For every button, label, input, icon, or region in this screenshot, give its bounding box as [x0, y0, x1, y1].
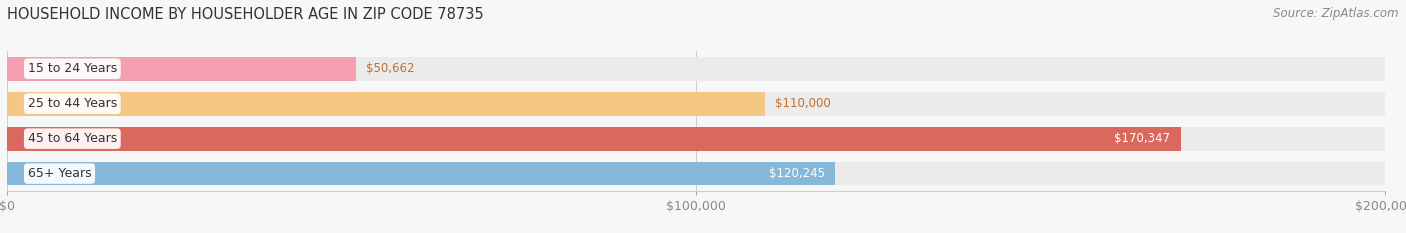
- Bar: [7, 127, 1385, 151]
- Text: $120,245: $120,245: [769, 167, 825, 180]
- Bar: [7, 162, 1385, 185]
- Text: 45 to 64 Years: 45 to 64 Years: [28, 132, 117, 145]
- Text: Source: ZipAtlas.com: Source: ZipAtlas.com: [1274, 7, 1399, 20]
- Bar: [7, 57, 1385, 81]
- Text: 25 to 44 Years: 25 to 44 Years: [28, 97, 117, 110]
- Bar: [7, 127, 1181, 151]
- Text: HOUSEHOLD INCOME BY HOUSEHOLDER AGE IN ZIP CODE 78735: HOUSEHOLD INCOME BY HOUSEHOLDER AGE IN Z…: [7, 7, 484, 22]
- Text: $170,347: $170,347: [1115, 132, 1170, 145]
- Bar: [7, 57, 356, 81]
- Text: 15 to 24 Years: 15 to 24 Years: [28, 62, 117, 75]
- Bar: [7, 92, 765, 116]
- Bar: [7, 92, 1385, 116]
- Text: $110,000: $110,000: [775, 97, 831, 110]
- Text: 65+ Years: 65+ Years: [28, 167, 91, 180]
- Text: $50,662: $50,662: [367, 62, 415, 75]
- Bar: [7, 162, 835, 185]
